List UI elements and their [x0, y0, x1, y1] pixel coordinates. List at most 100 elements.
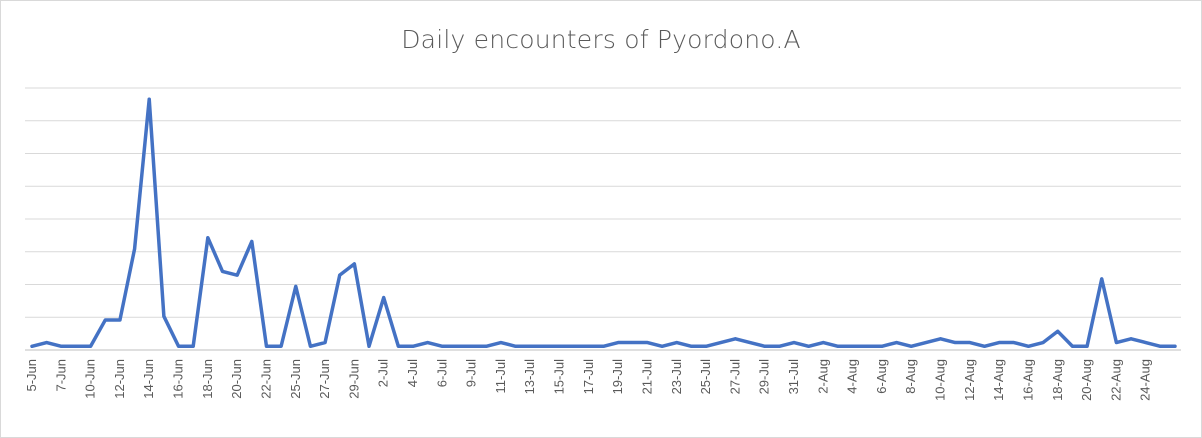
data-point — [177, 344, 181, 348]
data-point — [1144, 341, 1148, 345]
data-point — [631, 341, 635, 345]
data-point — [1114, 341, 1118, 345]
x-tick-label: 2-Aug — [815, 359, 830, 394]
data-point — [851, 344, 855, 348]
data-point — [792, 341, 796, 345]
x-tick-label: 6-Aug — [874, 359, 889, 394]
data-point — [1100, 277, 1104, 281]
data-point — [89, 344, 93, 348]
x-tick-label: 4-Jul — [405, 359, 420, 387]
data-point — [924, 341, 928, 345]
data-point — [191, 344, 195, 348]
x-tick-label: 5-Jun — [24, 359, 39, 392]
data-point — [1070, 344, 1074, 348]
x-tick-label: 20-Aug — [1079, 359, 1094, 401]
data-point — [396, 344, 400, 348]
data-point — [704, 344, 708, 348]
data-point — [162, 314, 166, 318]
x-tick-label: 18-Aug — [1050, 359, 1065, 401]
data-point — [221, 269, 224, 273]
data-point — [118, 318, 122, 322]
x-tick-label: 22-Aug — [1108, 359, 1123, 401]
data-point — [484, 344, 488, 348]
data-point — [836, 344, 840, 348]
data-point — [499, 341, 503, 345]
data-point — [909, 344, 913, 348]
x-tick-label: 17-Jul — [581, 359, 596, 395]
data-point — [294, 284, 298, 288]
data-point — [572, 344, 576, 348]
data-point — [865, 344, 869, 348]
data-point — [880, 344, 884, 348]
data-point — [748, 341, 752, 345]
x-tick-label: 7-Jun — [53, 359, 68, 392]
data-point — [1158, 344, 1162, 348]
data-point — [968, 341, 972, 345]
data-point — [660, 344, 664, 348]
data-point — [470, 344, 474, 348]
x-tick-label: 13-Jul — [522, 359, 537, 395]
x-tick-label: 12-Jun — [112, 359, 127, 399]
data-point — [558, 344, 562, 348]
x-tick-label: 21-Jul — [639, 359, 654, 395]
data-point — [1173, 344, 1177, 348]
data-point — [45, 341, 49, 345]
data-point — [821, 341, 825, 345]
x-tick-label: 25-Jul — [698, 359, 713, 395]
data-point — [514, 344, 518, 348]
data-point — [206, 236, 210, 240]
x-tick-label: 11-Jul — [493, 359, 508, 394]
data-point — [895, 341, 899, 345]
data-point — [1085, 344, 1089, 348]
data-point — [59, 344, 63, 348]
data-point — [133, 247, 137, 251]
x-tick-label: 27-Jul — [727, 359, 742, 395]
x-tick-label: 19-Jul — [610, 359, 625, 395]
data-point — [939, 337, 943, 341]
data-point — [440, 344, 444, 348]
x-tick-label: 4-Aug — [845, 359, 860, 394]
data-point — [689, 344, 693, 348]
x-tick-label: 12-Aug — [962, 359, 977, 401]
x-tick-label: 25-Jun — [288, 359, 303, 399]
data-point — [338, 273, 342, 277]
series-line — [30, 97, 1177, 349]
data-point — [426, 341, 430, 345]
data-point — [997, 341, 1001, 345]
data-point — [382, 296, 386, 300]
x-tick-label: 8-Aug — [903, 359, 918, 394]
x-tick-label: 14-Aug — [991, 359, 1006, 401]
data-point — [250, 239, 254, 243]
data-point — [411, 344, 415, 348]
x-tick-label: 22-Jun — [258, 359, 273, 399]
data-point — [1129, 337, 1133, 341]
x-tick-label: 29-Jul — [757, 359, 772, 395]
data-point — [675, 341, 679, 345]
data-point — [1056, 329, 1060, 333]
data-point — [1026, 344, 1030, 348]
x-tick-label: 14-Jun — [141, 359, 156, 399]
data-point — [103, 318, 107, 322]
data-point — [587, 344, 591, 348]
data-point — [30, 344, 34, 348]
data-point — [323, 341, 327, 345]
x-tick-label: 10-Aug — [933, 359, 948, 401]
data-point — [235, 273, 239, 277]
data-point — [616, 341, 620, 345]
x-tick-label: 27-Jun — [317, 359, 332, 399]
x-tick-label: 16-Aug — [1020, 359, 1035, 401]
x-tick-label: 6-Jul — [434, 359, 449, 387]
data-point — [719, 341, 723, 345]
data-point — [308, 344, 312, 348]
data-point — [352, 262, 356, 266]
x-tick-label: 10-Jun — [83, 359, 98, 399]
data-point — [1012, 341, 1016, 345]
x-tick-label: 2-Jul — [376, 359, 391, 387]
x-tick-label: 18-Jun — [200, 359, 215, 399]
data-point — [455, 344, 459, 348]
data-point — [264, 344, 268, 348]
x-tick-label: 16-Jun — [171, 359, 186, 399]
chart-title: Daily encounters of Pyordono.A — [401, 25, 801, 54]
